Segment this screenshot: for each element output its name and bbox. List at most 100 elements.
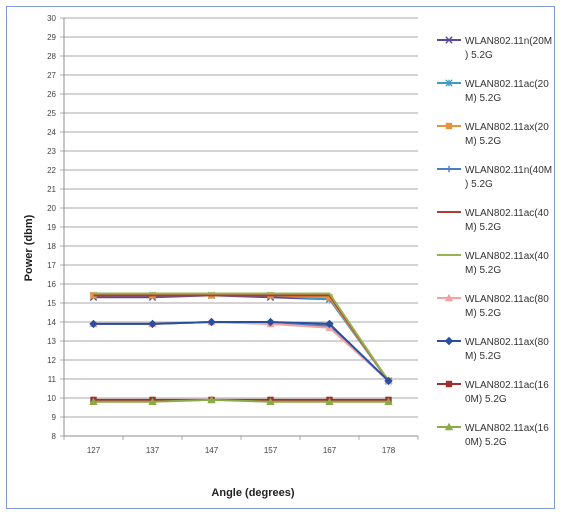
x-tick-label: 127	[87, 446, 101, 455]
y-tick-label: 9	[52, 413, 57, 422]
y-tick-label: 17	[47, 261, 56, 270]
data-point	[207, 317, 216, 327]
legend-label: WLAN802.11ac(80	[465, 294, 549, 305]
series-line-8	[89, 317, 393, 386]
data-point	[89, 319, 98, 329]
legend-label: WLAN802.11n(20M	[465, 36, 552, 47]
legend-label: WLAN802.11ax(20	[465, 122, 549, 133]
series-path	[93, 320, 390, 382]
y-tick-label: 18	[47, 242, 56, 251]
data-point	[325, 319, 334, 329]
legend-item: WLAN802.11ax(16 0M) 5.2G	[437, 422, 549, 448]
data-point	[444, 336, 454, 346]
y-tick-label: 21	[47, 185, 56, 194]
data-point	[445, 165, 453, 173]
legend-item: WLAN802.11ax(20 M) 5.2G	[437, 122, 549, 147]
data-point	[326, 294, 333, 301]
x-tick-label: 147	[205, 446, 219, 455]
legend-item: WLAN802.11ac(16 0M) 5.2G	[437, 380, 549, 405]
x-tick-label: 178	[382, 446, 396, 455]
legend-label: M) 5.2G	[465, 308, 501, 319]
legend-label: M) 5.2G	[465, 93, 501, 104]
series-lines	[89, 291, 393, 405]
legend-label: M) 5.2G	[465, 351, 501, 362]
series-line-3	[90, 292, 392, 385]
data-point	[207, 395, 216, 404]
legend-label: 0M) 5.2G	[465, 437, 507, 448]
y-axis-title: Power (dbm)	[23, 214, 35, 281]
x-tick-label: 157	[264, 446, 278, 455]
legend-label: WLAN802.11ax(16	[465, 423, 549, 434]
chart-frame	[6, 6, 555, 509]
series-line-2	[89, 291, 393, 385]
data-point	[445, 122, 453, 130]
x-tick-label: 167	[323, 446, 337, 455]
data-point	[445, 79, 453, 87]
series-line-7	[89, 317, 393, 385]
legend-label: M) 5.2G	[465, 222, 501, 233]
series-path	[93, 320, 390, 382]
series-path	[93, 321, 390, 382]
data-point	[148, 319, 157, 329]
data-point	[444, 293, 454, 302]
y-tick-label: 27	[47, 71, 56, 80]
data-point	[445, 380, 453, 388]
y-tick-label: 14	[47, 318, 56, 327]
legend-item: WLAN802.11ac(20 M) 5.2G	[437, 79, 549, 104]
data-point	[384, 397, 393, 405]
legend-label: 0M) 5.2G	[465, 394, 507, 405]
series-line-4	[90, 318, 392, 385]
data-point	[444, 422, 454, 431]
legend-label: WLAN802.11ac(20	[465, 79, 549, 90]
data-point	[89, 397, 98, 405]
gridlines	[64, 17, 418, 437]
legend-item: WLAN802.11ax(80 M) 5.2G	[437, 336, 549, 362]
data-point	[325, 397, 334, 405]
legend-label: ) 5.2G	[465, 50, 493, 61]
axes: 8 9 10 11 12 13 14 15 16 17 18 19 20 21 22 23 24 25 26 27 28…	[47, 14, 419, 455]
y-tick-label: 8	[52, 432, 57, 441]
legend-label: WLAN802.11n(40M	[465, 165, 552, 176]
y-tick-label: 13	[47, 337, 56, 346]
legend-label: WLAN802.11ac(40	[465, 208, 549, 219]
series-line-1	[89, 291, 393, 385]
y-tick-label: 23	[47, 147, 56, 156]
y-tick-label: 22	[47, 166, 56, 175]
legend-label: WLAN802.11ax(40	[465, 251, 549, 262]
y-tick-label: 12	[47, 356, 56, 365]
data-point	[148, 397, 157, 405]
legend-item: WLAN802.11n(20M ) 5.2G	[437, 36, 552, 61]
y-tick-label: 16	[47, 280, 56, 289]
y-tick-label: 10	[47, 394, 56, 403]
legend-label: M) 5.2G	[465, 136, 501, 147]
legend-label: WLAN802.11ax(80	[465, 337, 549, 348]
y-tick-label: 28	[47, 52, 56, 61]
y-tick-label: 20	[47, 204, 56, 213]
data-point	[384, 376, 393, 386]
legend-item: WLAN802.11ax(40 M) 5.2G	[437, 251, 549, 276]
data-point	[445, 36, 453, 44]
legend-label: M) 5.2G	[465, 265, 501, 276]
legend: WLAN802.11n(20M ) 5.2G WLAN802.11ac(20 M) 5…	[437, 36, 552, 448]
y-tick-label: 19	[47, 223, 56, 232]
series-line-6	[93, 292, 390, 382]
y-tick-label: 15	[47, 299, 56, 308]
y-tick-label: 25	[47, 109, 56, 118]
series-path	[93, 398, 389, 403]
legend-item: WLAN802.11ac(40 M) 5.2G	[437, 208, 549, 233]
legend-label: WLAN802.11ac(16	[465, 380, 549, 391]
series-line-10	[89, 395, 393, 405]
data-point	[266, 397, 275, 405]
data-point	[266, 317, 275, 327]
y-tick-label: 30	[47, 14, 56, 23]
x-tick-label: 137	[146, 446, 160, 455]
legend-item: WLAN802.11n(40M ) 5.2G	[437, 165, 552, 190]
y-tick-label: 11	[48, 375, 57, 384]
y-tick-label: 26	[47, 90, 56, 99]
legend-item: WLAN802.11ac(80 M) 5.2G	[437, 293, 549, 319]
y-tick-label: 29	[47, 33, 56, 42]
series-path	[93, 292, 390, 382]
y-tick-label: 24	[47, 128, 56, 137]
legend-label: ) 5.2G	[465, 179, 493, 190]
